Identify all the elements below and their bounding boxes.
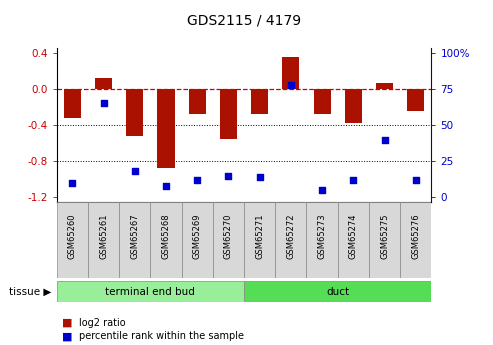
Text: GSM65275: GSM65275 <box>380 213 389 259</box>
Bar <box>220 89 237 139</box>
Text: GDS2115 / 4179: GDS2115 / 4179 <box>187 13 301 28</box>
Text: terminal end bud: terminal end bud <box>106 287 195 296</box>
Bar <box>57 281 244 302</box>
Bar <box>376 82 393 89</box>
Bar <box>150 202 181 278</box>
Bar <box>244 281 431 302</box>
Text: GSM65270: GSM65270 <box>224 213 233 259</box>
Bar <box>95 78 112 89</box>
Point <box>100 101 107 106</box>
Text: GSM65276: GSM65276 <box>411 213 420 259</box>
Bar <box>307 202 338 278</box>
Point <box>69 180 76 186</box>
Text: ■: ■ <box>62 332 72 341</box>
Point <box>287 82 295 87</box>
Text: percentile rank within the sample: percentile rank within the sample <box>79 332 244 341</box>
Bar <box>345 89 362 123</box>
Point <box>131 169 139 174</box>
Bar <box>213 202 244 278</box>
Point <box>318 187 326 193</box>
Bar <box>64 89 81 118</box>
Bar <box>189 89 206 114</box>
Bar <box>244 202 275 278</box>
Bar <box>275 202 307 278</box>
Text: GSM65267: GSM65267 <box>130 213 139 259</box>
Bar <box>57 202 88 278</box>
Bar <box>282 57 299 89</box>
Text: GSM65272: GSM65272 <box>286 213 295 259</box>
Text: GSM65269: GSM65269 <box>193 213 202 259</box>
Text: GSM65271: GSM65271 <box>255 213 264 259</box>
Bar <box>338 202 369 278</box>
Point <box>350 177 357 183</box>
Bar <box>314 89 331 114</box>
Text: GSM65274: GSM65274 <box>349 213 358 259</box>
Bar <box>251 89 268 114</box>
Point <box>412 177 420 183</box>
Point <box>193 177 201 183</box>
Bar <box>407 89 424 111</box>
Point <box>224 173 232 178</box>
Text: GSM65268: GSM65268 <box>162 213 171 259</box>
Bar <box>157 89 175 168</box>
Text: GSM65261: GSM65261 <box>99 213 108 259</box>
Point <box>381 137 388 142</box>
Text: GSM65260: GSM65260 <box>68 213 77 259</box>
Bar <box>369 202 400 278</box>
Bar <box>400 202 431 278</box>
Text: GSM65273: GSM65273 <box>317 213 326 259</box>
Text: duct: duct <box>326 287 349 296</box>
Bar <box>181 202 213 278</box>
Point <box>162 183 170 188</box>
Bar <box>88 202 119 278</box>
Bar <box>126 89 143 136</box>
Text: log2 ratio: log2 ratio <box>79 318 126 327</box>
Text: ■: ■ <box>62 318 72 327</box>
Bar <box>119 202 150 278</box>
Point <box>256 174 264 180</box>
Text: tissue ▶: tissue ▶ <box>9 287 52 296</box>
